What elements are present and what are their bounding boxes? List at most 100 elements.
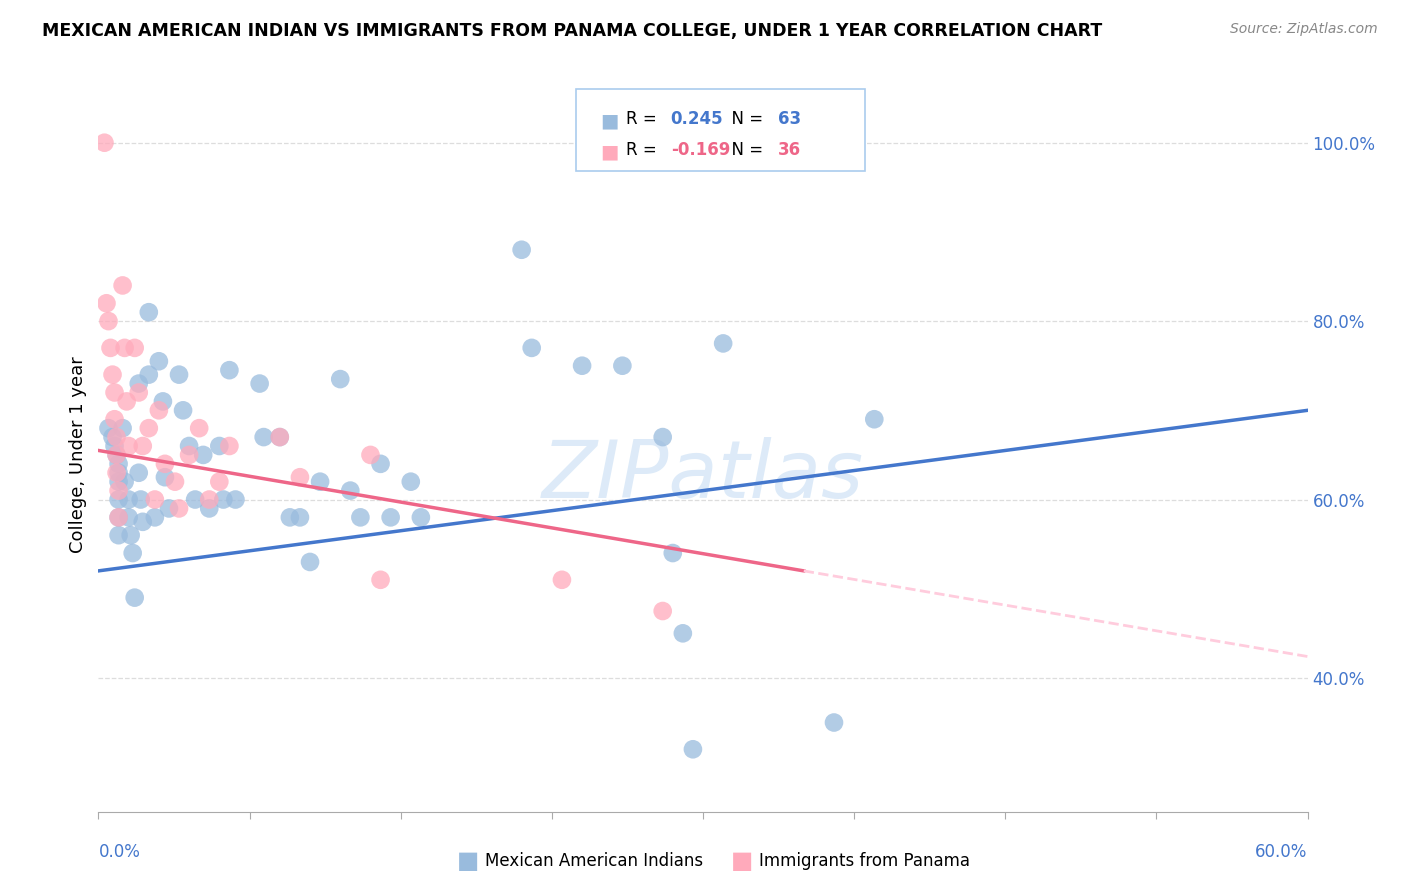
Point (105, 448, 128, 462)
Text: ■: ■ (600, 112, 619, 130)
Point (132, 439, 155, 453)
Text: ZIPatlas: ZIPatlas (541, 437, 865, 516)
Text: ■: ■ (600, 143, 619, 161)
Point (672, 626, 695, 640)
Point (253, 430, 276, 444)
Point (179, 439, 201, 453)
Point (115, 394, 138, 409)
Point (105, 448, 128, 462)
Point (309, 475, 332, 489)
Text: R =: R = (626, 110, 662, 128)
Point (148, 354, 170, 368)
Point (103, 385, 125, 400)
Point (651, 430, 673, 444)
Point (107, 475, 129, 489)
Point (662, 546, 685, 560)
Point (153, 457, 176, 471)
Text: 60.0%: 60.0% (1256, 843, 1308, 861)
Point (711, 336, 734, 351)
Point (107, 492, 129, 507)
Point (380, 510, 402, 524)
Point (111, 421, 134, 435)
Point (339, 483, 361, 498)
Point (208, 475, 231, 489)
Point (111, 278, 134, 293)
Point (107, 510, 129, 524)
Point (651, 604, 673, 618)
Point (269, 430, 291, 444)
Point (107, 528, 129, 542)
Point (224, 492, 246, 507)
Point (179, 448, 201, 462)
Point (105, 466, 128, 480)
Point (107, 510, 129, 524)
Point (138, 368, 160, 382)
Text: MEXICAN AMERICAN INDIAN VS IMMIGRANTS FROM PANAMA COLLEGE, UNDER 1 YEAR CORRELAT: MEXICAN AMERICAN INDIAN VS IMMIGRANTS FR… (42, 22, 1102, 40)
Text: R =: R = (626, 141, 662, 159)
Point (212, 492, 235, 507)
Point (124, 591, 146, 605)
Point (551, 573, 574, 587)
Point (218, 363, 240, 377)
Point (128, 376, 150, 391)
Point (128, 466, 150, 480)
Point (118, 492, 141, 507)
Text: 36: 36 (778, 141, 800, 159)
Point (682, 742, 704, 756)
Point (198, 501, 221, 516)
Text: ■: ■ (457, 849, 479, 872)
Point (370, 457, 392, 471)
Text: Mexican American Indians: Mexican American Indians (485, 852, 703, 870)
Text: 0.245: 0.245 (671, 110, 723, 128)
Point (128, 385, 150, 400)
Point (360, 448, 382, 462)
Point (118, 510, 141, 524)
Point (129, 492, 152, 507)
Point (132, 515, 155, 529)
Point (143, 492, 166, 507)
Point (299, 555, 322, 569)
Point (152, 394, 174, 409)
Point (520, 341, 543, 355)
Text: 0.0%: 0.0% (98, 843, 141, 861)
Point (114, 341, 136, 355)
Point (143, 510, 166, 524)
Text: Immigrants from Panama: Immigrants from Panama (759, 852, 970, 870)
Point (288, 510, 311, 524)
Point (218, 439, 240, 453)
Point (121, 546, 143, 560)
Point (157, 501, 180, 516)
Point (510, 243, 533, 257)
Point (409, 510, 432, 524)
Text: Source: ZipAtlas.com: Source: ZipAtlas.com (1230, 22, 1378, 37)
Point (103, 439, 125, 453)
Point (100, 341, 122, 355)
Point (193, 448, 215, 462)
Text: N =: N = (721, 141, 769, 159)
Point (278, 510, 301, 524)
Point (198, 492, 221, 507)
Point (823, 715, 845, 730)
Point (167, 368, 190, 382)
Point (153, 470, 176, 484)
Y-axis label: College, Under 1 year: College, Under 1 year (69, 357, 87, 553)
Text: ■: ■ (731, 849, 754, 872)
Point (399, 475, 422, 489)
Point (329, 372, 352, 386)
Point (124, 341, 146, 355)
Point (107, 466, 129, 480)
Point (184, 492, 207, 507)
Point (370, 573, 392, 587)
Point (97, 421, 120, 435)
Point (138, 421, 160, 435)
Point (349, 510, 371, 524)
Point (249, 376, 271, 391)
Point (107, 483, 129, 498)
Text: -0.169: -0.169 (671, 141, 730, 159)
Point (114, 475, 136, 489)
Point (138, 305, 160, 319)
Point (101, 368, 124, 382)
Point (172, 403, 194, 417)
Point (118, 439, 141, 453)
Text: 63: 63 (778, 110, 800, 128)
